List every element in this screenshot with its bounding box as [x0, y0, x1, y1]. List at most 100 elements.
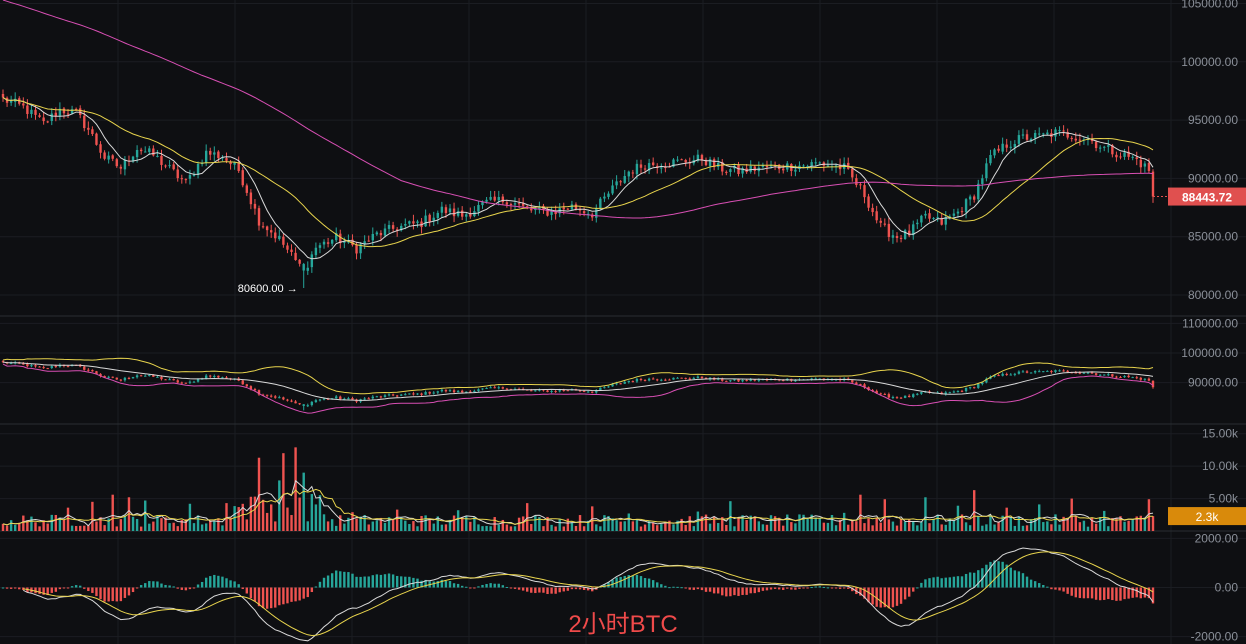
volume-bar — [623, 521, 626, 531]
macd-histogram-negative — [745, 587, 748, 595]
volume-bar — [257, 457, 261, 531]
macd-histogram-negative — [546, 587, 549, 595]
candle-up — [794, 169, 797, 172]
band-candle-up — [1082, 372, 1086, 374]
candle-down — [566, 208, 570, 210]
band-candle-up — [131, 377, 135, 379]
volume-bar — [968, 525, 972, 531]
band-candle-up — [676, 377, 679, 379]
candle-down — [286, 245, 289, 250]
macd-histogram-negative — [192, 587, 196, 589]
band-candle-down — [1062, 370, 1065, 372]
macd-histogram-negative — [1074, 587, 1077, 598]
volume-bar — [1115, 518, 1118, 531]
macd-histogram-negative — [119, 587, 123, 602]
axis-tick-label: 100000.00 — [1181, 346, 1238, 360]
band-candle-up — [916, 393, 919, 395]
volume-bar — [871, 525, 874, 531]
candle-up — [302, 264, 305, 271]
volume-bar — [928, 523, 931, 531]
macd-histogram-negative — [912, 587, 915, 592]
candle-down — [940, 217, 943, 225]
band-candle-down — [859, 384, 862, 386]
volume-bar — [209, 520, 212, 531]
macd-histogram-negative — [838, 587, 842, 589]
candle-down — [899, 237, 903, 239]
band-candle-up — [814, 378, 817, 380]
candle-down — [960, 211, 964, 213]
band-candle-down — [34, 365, 37, 367]
macd-histogram-negative — [274, 587, 277, 608]
candle-up — [497, 197, 500, 201]
volume-bar — [359, 516, 362, 531]
macd-histogram-positive — [997, 561, 1000, 588]
candle-down — [737, 164, 740, 174]
macd-histogram-positive — [217, 575, 220, 588]
macd-histogram-negative — [54, 587, 58, 592]
candle-up — [599, 198, 602, 208]
band-candle-up — [672, 377, 675, 380]
band-candle-up — [595, 390, 598, 393]
candle-down — [505, 202, 509, 205]
candle-down — [1151, 171, 1155, 197]
macd-histogram-negative — [871, 587, 874, 605]
macd-histogram-positive — [611, 579, 614, 588]
candle-down — [546, 209, 549, 216]
band-candle-up — [322, 398, 326, 400]
macd-histogram-positive — [1021, 573, 1025, 588]
macd-histogram-positive — [1046, 586, 1049, 588]
candle-down — [257, 208, 261, 226]
volume-bar — [383, 522, 387, 531]
band-candle-down — [99, 373, 102, 377]
volume-bar — [351, 512, 354, 531]
candle-up — [627, 171, 630, 177]
macd-histogram-positive — [168, 585, 171, 588]
volume-bar — [395, 509, 399, 531]
band-candle-up — [335, 396, 338, 399]
volume-bar — [786, 514, 789, 531]
candle-up — [156, 155, 159, 157]
macd-histogram-negative — [834, 587, 838, 589]
volume-bar — [322, 514, 326, 531]
axis-tick-label: 90000.00 — [1188, 171, 1238, 185]
candle-down — [680, 159, 683, 161]
volume-bar — [391, 519, 395, 531]
macd-histogram-positive — [416, 578, 419, 588]
volume-bar — [294, 447, 297, 531]
candle-down — [79, 108, 82, 115]
macd-histogram-negative — [265, 587, 269, 609]
band-candle-down — [867, 387, 870, 391]
band-candle-down — [725, 380, 728, 382]
volume-bar — [1025, 525, 1029, 531]
volume-bar — [18, 522, 21, 531]
volume-bar — [265, 512, 269, 531]
macd-histogram-negative — [851, 587, 854, 592]
macd-histogram-positive — [1017, 571, 1021, 588]
band-candle-down — [160, 376, 163, 380]
band-candle-up — [489, 387, 492, 389]
volume-bar — [144, 500, 147, 531]
volume-bar — [530, 524, 533, 531]
volume-bar — [428, 518, 431, 531]
candle-up — [834, 165, 838, 167]
macd-histogram-positive — [1038, 583, 1041, 588]
macd-histogram-negative — [526, 587, 529, 592]
band-candle-down — [887, 394, 891, 398]
candle-down — [1070, 138, 1073, 140]
macd-histogram-negative — [1050, 587, 1053, 590]
volume-bar — [916, 525, 919, 531]
volume-bar — [586, 520, 590, 531]
volume-bar — [635, 519, 639, 531]
candle-down — [530, 208, 533, 211]
macd-histogram-negative — [1119, 587, 1122, 601]
candle-down — [111, 155, 114, 159]
macd-histogram-negative — [517, 587, 521, 590]
macd-histogram-positive — [936, 576, 939, 588]
volume-bar — [660, 524, 663, 531]
macd-histogram-positive — [1009, 567, 1012, 588]
macd-histogram-negative — [903, 587, 907, 600]
candle-down — [164, 165, 167, 167]
last-volume-value: 2.3k — [1196, 510, 1220, 524]
volume-bar — [184, 519, 188, 531]
